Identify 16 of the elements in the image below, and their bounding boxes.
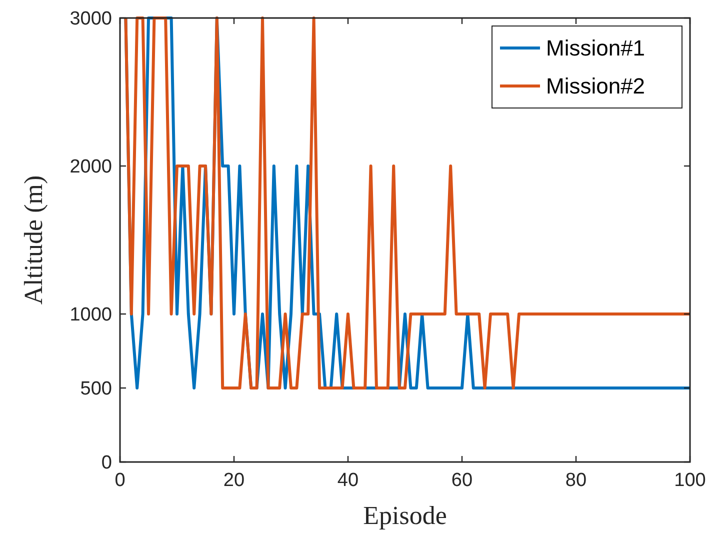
line-series	[124, 16, 692, 390]
y-tick-label: 0	[101, 452, 112, 474]
x-tick-label: 20	[223, 470, 245, 491]
legend-label: Mission#2	[546, 74, 646, 99]
x-axis-title: Episode	[363, 501, 447, 530]
y-axis-title: Altitude (m)	[19, 175, 48, 305]
y-tick-label: 3000	[70, 8, 112, 30]
y-tick-label: 500	[80, 378, 112, 400]
x-tick-label: 60	[451, 470, 473, 491]
legend-label: Mission#1	[546, 36, 646, 61]
x-tick-label: 100	[674, 470, 706, 491]
y-tick-label: 1000	[70, 304, 112, 326]
x-tick-label: 80	[565, 470, 587, 491]
x-tick-label: 40	[337, 470, 359, 491]
x-tick-label: 0	[114, 470, 126, 491]
y-tick-label: 2000	[70, 156, 112, 178]
